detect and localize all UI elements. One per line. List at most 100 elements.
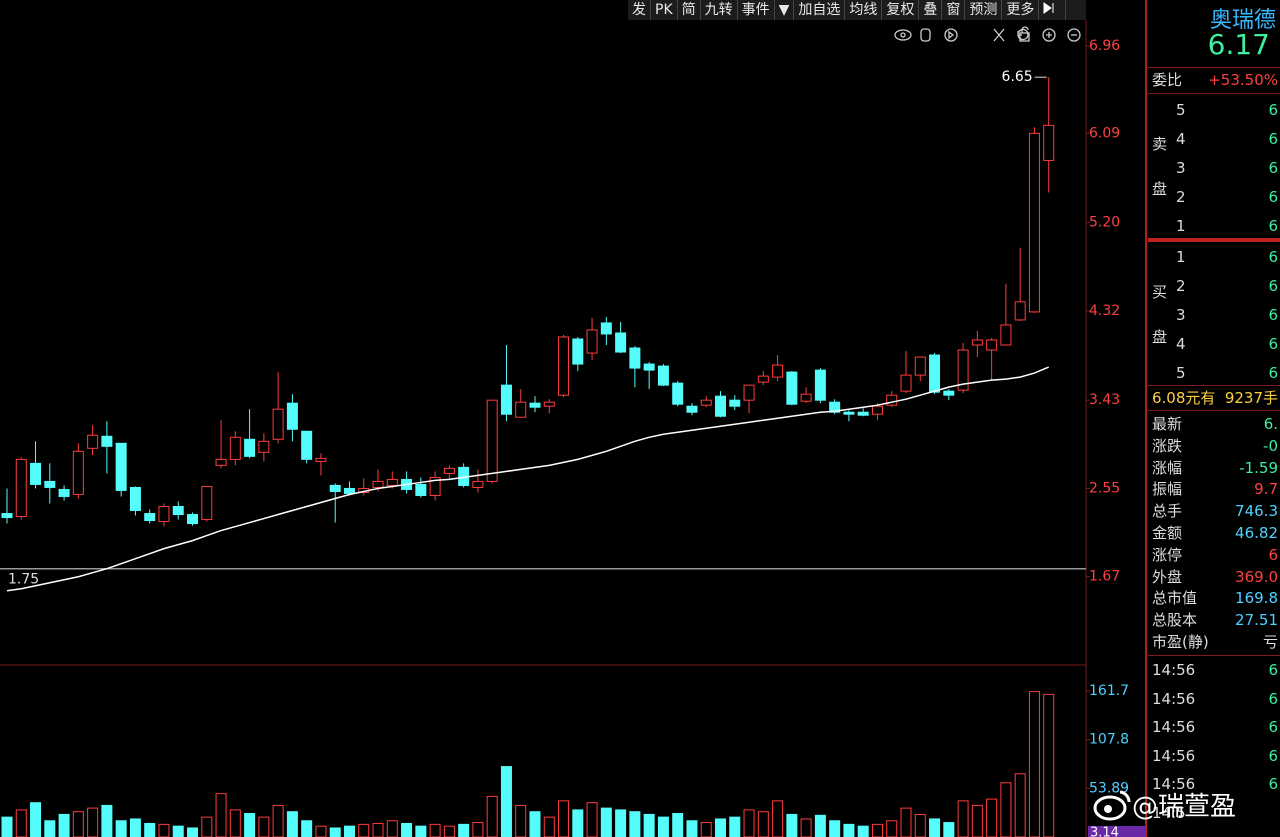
toolbar-button[interactable]: 窗 [942,0,966,20]
weibo-logo [1093,790,1131,820]
stat-row: 涨幅 -1.59 [1152,457,1280,479]
tick-row: 14:56 6 [1152,688,1280,710]
stat-label: 总市值 [1152,589,1198,608]
volume-bar [586,802,598,837]
level-index: 2 [1176,277,1186,295]
candle-body [229,436,241,460]
toolbar-button[interactable]: 加自选 [794,0,846,20]
volume-bar [629,811,641,837]
stat-row: 涨停 6 [1152,544,1280,566]
toolbar-button[interactable]: 预测 [965,0,1003,20]
level-price: 6 [1268,248,1278,266]
volume-bar [15,809,27,837]
volume-bar [101,804,113,837]
level-price: 6 [1268,188,1278,206]
candle-body [286,402,298,430]
volume-bar [301,820,313,837]
toolbar-button[interactable]: 九转 [701,0,738,20]
toolbar-icons [894,26,1081,42]
stat-value: 746.3 [1235,502,1278,521]
volume-bar [401,822,413,837]
candle-body [472,480,484,488]
candle-body [486,399,498,482]
candle-body [1028,132,1040,313]
volume-bar [971,804,983,837]
volume-bar [201,816,213,837]
level-price: 6 [1268,335,1278,353]
level-price: 6 [1268,277,1278,295]
candle-body [72,450,84,495]
level-index: 2 [1176,188,1186,206]
level-index: 5 [1176,364,1186,382]
volume-bar [871,823,883,837]
y-tick-label: 5.20 [1089,215,1120,231]
stat-label: 最新 [1152,415,1183,433]
candle-body [1,513,13,519]
volume-bar [458,823,470,837]
toolbar-button[interactable]: 叠 [919,0,943,20]
level-price: 6 [1268,364,1278,382]
candle-body [700,399,712,406]
separator [1148,385,1280,386]
volume-bar [757,811,769,837]
volume-bar [715,818,726,837]
stat-row: 市盈(静) 亏 [1152,631,1280,653]
toolbar-button[interactable]: PK [651,0,678,20]
candle-body [172,506,184,516]
volume-bar [529,811,541,837]
candle-body [372,480,384,488]
tick-row: 14:56 6 [1152,659,1280,681]
stat-value: -1.59 [1239,458,1278,477]
volume-bar [1043,693,1055,837]
volume-bar [772,800,784,837]
toolbar-button[interactable]: 事件 [738,0,775,20]
stat-label: 振幅 [1152,480,1183,499]
y-tick-label: 1.67 [1089,569,1120,585]
volume-bar [900,807,912,837]
candle-body [558,336,570,396]
candle-body [629,347,641,369]
stat-label: 总股本 [1152,611,1198,630]
toolbar-button[interactable] [1039,0,1067,20]
side-label: 盘 [1152,180,1168,198]
volume-bar [486,795,498,837]
stat-value: 9.7 [1254,480,1278,499]
separator [1148,93,1280,94]
stock-name: 奥瑞德 [1209,8,1276,33]
candle-body [343,487,355,494]
toolbar-button[interactable]: 复权 [882,0,920,20]
candle-body [101,435,113,447]
toolbar-button[interactable]: 更多 [1002,0,1040,20]
stat-value: 46.82 [1235,524,1278,542]
volume-bar [743,809,755,837]
candle-body [272,408,284,440]
volume-bar [1014,773,1026,837]
volume-bar [672,813,684,837]
candle-body [814,369,826,401]
candle-body [929,354,941,393]
volume-bar [857,825,869,837]
tick-price: 6 [1268,718,1278,737]
candle-body [572,338,584,365]
stat-label: 金额 [1152,524,1183,542]
candle-body [301,430,313,460]
volume-bar [943,822,955,837]
separator [1148,410,1280,411]
candle-body [187,514,199,525]
toolbar-button[interactable]: ▼ [775,0,795,20]
current-value: 3.14 [1090,826,1119,837]
volume-bar [386,820,398,837]
volume-bar [72,811,84,837]
toolbar-button[interactable]: 均线 [845,0,883,20]
candle-body [686,405,698,413]
toolbar-button[interactable]: 简 [678,0,701,20]
stat-value: 亏 [1262,633,1278,651]
volume-bar [1,816,13,837]
volume-bar [929,818,941,837]
toolbar-button[interactable]: 发 [628,0,651,20]
